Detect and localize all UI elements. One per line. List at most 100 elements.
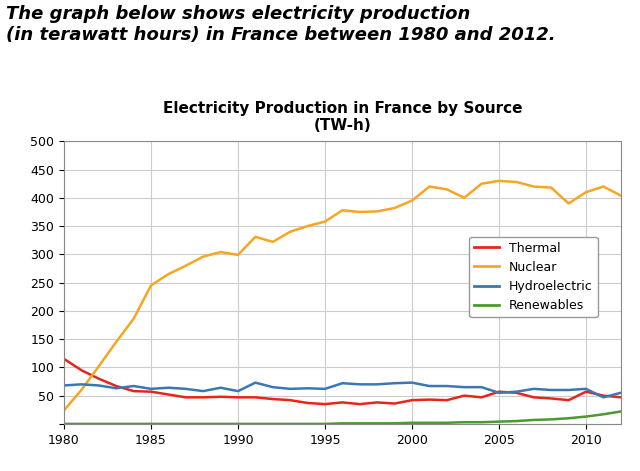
Hydroelectric bbox=[356, 382, 364, 387]
Renewables bbox=[113, 421, 120, 427]
Thermal bbox=[147, 389, 155, 395]
Hydroelectric bbox=[130, 383, 138, 389]
Nuclear bbox=[304, 223, 312, 229]
Renewables bbox=[77, 421, 85, 427]
Line: Renewables: Renewables bbox=[64, 412, 621, 424]
Hydroelectric bbox=[252, 380, 259, 385]
Renewables bbox=[373, 421, 381, 426]
Hydroelectric bbox=[547, 387, 555, 393]
Hydroelectric bbox=[582, 386, 590, 392]
Thermal bbox=[182, 395, 189, 400]
Nuclear bbox=[513, 179, 520, 185]
Thermal bbox=[460, 393, 468, 398]
Line: Thermal: Thermal bbox=[64, 359, 621, 404]
Nuclear bbox=[477, 181, 485, 187]
Thermal bbox=[373, 399, 381, 405]
Thermal bbox=[356, 401, 364, 407]
Hydroelectric bbox=[182, 386, 189, 392]
Renewables bbox=[443, 420, 451, 426]
Thermal bbox=[199, 395, 207, 400]
Hydroelectric bbox=[95, 382, 102, 388]
Thermal bbox=[77, 367, 85, 373]
Nuclear bbox=[443, 187, 451, 192]
Hydroelectric bbox=[113, 385, 120, 391]
Thermal bbox=[513, 390, 520, 396]
Line: Nuclear: Nuclear bbox=[64, 181, 621, 410]
Hydroelectric bbox=[77, 382, 85, 387]
Renewables bbox=[426, 420, 433, 426]
Renewables bbox=[582, 414, 590, 419]
Text: The graph below shows electricity production
(in terawatt hours) in France betwe: The graph below shows electricity produc… bbox=[6, 5, 556, 43]
Renewables bbox=[60, 421, 68, 427]
Thermal bbox=[547, 396, 555, 401]
Nuclear bbox=[426, 184, 433, 189]
Nuclear bbox=[182, 263, 189, 268]
Nuclear bbox=[408, 198, 416, 203]
Hydroelectric bbox=[391, 381, 399, 386]
Renewables bbox=[252, 421, 259, 427]
Nuclear bbox=[495, 178, 503, 184]
Thermal bbox=[252, 395, 259, 400]
Thermal bbox=[495, 389, 503, 395]
Thermal bbox=[391, 401, 399, 406]
Hydroelectric bbox=[530, 386, 538, 392]
Hydroelectric bbox=[234, 388, 242, 394]
Hydroelectric bbox=[426, 383, 433, 389]
Renewables bbox=[600, 412, 607, 417]
Renewables bbox=[182, 421, 189, 427]
Thermal bbox=[164, 392, 172, 398]
Thermal bbox=[113, 383, 120, 389]
Thermal bbox=[443, 398, 451, 403]
Hydroelectric bbox=[269, 384, 276, 390]
Nuclear bbox=[321, 219, 329, 224]
Hydroelectric bbox=[460, 384, 468, 390]
Hydroelectric bbox=[339, 381, 346, 386]
Renewables bbox=[234, 421, 242, 427]
Renewables bbox=[95, 421, 102, 427]
Renewables bbox=[477, 419, 485, 425]
Nuclear bbox=[252, 234, 259, 240]
Thermal bbox=[339, 399, 346, 405]
Thermal bbox=[564, 398, 572, 403]
Hydroelectric bbox=[164, 385, 172, 390]
Thermal bbox=[426, 397, 433, 402]
Hydroelectric bbox=[477, 384, 485, 390]
Renewables bbox=[199, 421, 207, 427]
Nuclear bbox=[269, 239, 276, 245]
Renewables bbox=[304, 421, 312, 427]
Thermal bbox=[530, 395, 538, 400]
Nuclear bbox=[217, 249, 225, 255]
Thermal bbox=[60, 356, 68, 362]
Hydroelectric bbox=[321, 386, 329, 392]
Nuclear bbox=[286, 229, 294, 235]
Nuclear bbox=[391, 205, 399, 211]
Hydroelectric bbox=[600, 395, 607, 400]
Nuclear bbox=[339, 207, 346, 213]
Renewables bbox=[339, 421, 346, 426]
Hydroelectric bbox=[199, 388, 207, 394]
Renewables bbox=[321, 421, 329, 427]
Hydroelectric bbox=[147, 386, 155, 392]
Thermal bbox=[600, 393, 607, 398]
Nuclear bbox=[234, 252, 242, 258]
Renewables bbox=[460, 419, 468, 425]
Renewables bbox=[547, 416, 555, 422]
Title: Electricity Production in France by Source
(TW-h): Electricity Production in France by Sour… bbox=[163, 101, 522, 133]
Thermal bbox=[130, 388, 138, 394]
Hydroelectric bbox=[617, 390, 625, 396]
Nuclear bbox=[564, 201, 572, 206]
Thermal bbox=[477, 395, 485, 400]
Hydroelectric bbox=[443, 383, 451, 389]
Renewables bbox=[130, 421, 138, 427]
Nuclear bbox=[356, 209, 364, 215]
Hydroelectric bbox=[217, 385, 225, 390]
Hydroelectric bbox=[373, 382, 381, 387]
Thermal bbox=[95, 376, 102, 382]
Thermal bbox=[269, 396, 276, 402]
Renewables bbox=[617, 409, 625, 414]
Hydroelectric bbox=[513, 389, 520, 395]
Renewables bbox=[530, 417, 538, 423]
Hydroelectric bbox=[286, 386, 294, 392]
Hydroelectric bbox=[304, 385, 312, 391]
Renewables bbox=[164, 421, 172, 427]
